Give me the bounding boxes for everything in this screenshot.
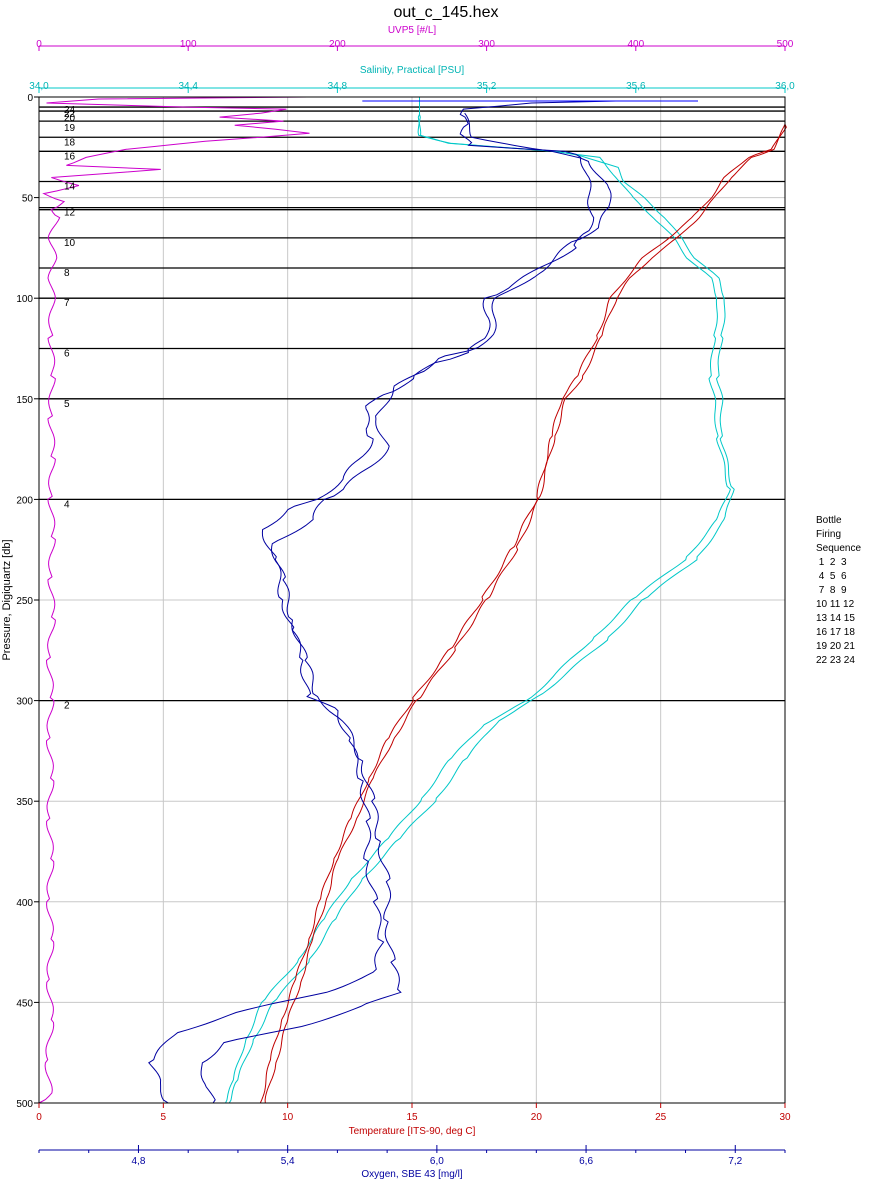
series-temperature-line	[259, 97, 787, 1104]
legend-line: Bottle	[816, 515, 842, 526]
y-tick-label: 100	[16, 294, 33, 305]
bottle-label: 7	[64, 298, 70, 309]
y-tick-label: 350	[16, 797, 33, 808]
legend-line: Firing	[816, 529, 842, 540]
legend-line: 1 2 3	[816, 557, 847, 568]
y-tick-label: 500	[16, 1099, 33, 1110]
series-salinity-line	[225, 97, 731, 1104]
salinity-tick-label: 34,4	[178, 81, 198, 92]
bottle-firing-legend: Bottle Firing Sequence 1 2 3 4 5 6 7 8 9 10…	[816, 514, 861, 668]
temperature-tick-label: 15	[406, 1112, 418, 1123]
uvp-tick-label: 200	[329, 39, 346, 50]
bottle-label: 19	[64, 123, 76, 134]
salinity-tick-label: 36,0	[775, 81, 795, 92]
temperature-tick-label: 5	[161, 1112, 167, 1123]
bottle-label: 12	[64, 208, 76, 219]
bottle-label: 10	[64, 238, 76, 249]
bottle-label: 16	[64, 151, 76, 162]
series-temperature-line	[264, 97, 786, 1104]
temperature-tick-label: 25	[655, 1112, 667, 1123]
legend-line: 13 14 15	[816, 613, 855, 624]
oxygen-tick-label: 5,4	[281, 1156, 295, 1167]
temperature-tick-label: 0	[36, 1112, 42, 1123]
bottle-label: 20	[64, 113, 76, 124]
y-tick-label: 200	[16, 495, 33, 506]
bottle-firing-lines	[39, 106, 785, 702]
y-tick-label: 400	[16, 898, 33, 909]
oxygen-tick-label: 7,2	[728, 1156, 742, 1167]
bottle-label: 8	[64, 268, 70, 279]
data-series	[38, 96, 787, 1104]
bottle-label: 2	[64, 701, 70, 712]
legend-line: 22 23 24	[816, 655, 855, 666]
oxygen-axis-title: Oxygen, SBE 43 [mg/l]	[361, 1169, 462, 1180]
legend-line: Sequence	[816, 543, 862, 554]
oxygen-tick-label: 4,8	[132, 1156, 146, 1167]
uvp-tick-label: 400	[627, 39, 644, 50]
salinity-tick-label: 34,0	[29, 81, 49, 92]
uvp-axis-title: UVP5 [#/L]	[388, 25, 437, 36]
bottle-label: 18	[64, 137, 76, 148]
temperature-tick-label: 20	[531, 1112, 543, 1123]
pressure-axis-title: Pressure, Digiquartz [db]	[1, 539, 13, 660]
salinity-tick-label: 35,6	[626, 81, 646, 92]
legend-line: 16 17 18	[816, 627, 855, 638]
uvp-tick-label: 100	[180, 39, 197, 50]
series-salinity-line	[228, 97, 735, 1104]
uvp-tick-label: 500	[777, 39, 794, 50]
series-oxygen-line	[200, 112, 612, 1104]
y-tick-label: 250	[16, 596, 33, 607]
y-tick-label: 150	[16, 395, 33, 406]
temperature-tick-label: 30	[779, 1112, 791, 1123]
oxygen-tick-label: 6,0	[430, 1156, 444, 1167]
y-tick-label: 50	[22, 194, 34, 205]
y-tick-label: 300	[16, 697, 33, 708]
uvp-tick-label: 300	[478, 39, 495, 50]
bottle-label: 14	[64, 182, 76, 193]
salinity-tick-label: 35,2	[477, 81, 497, 92]
bottle-label: 6	[64, 349, 70, 360]
bottle-label: 22	[64, 109, 76, 120]
uvp-tick-label: 0	[36, 39, 42, 50]
bottle-label: 4	[64, 499, 70, 510]
bottle-label: 5	[64, 399, 70, 410]
bottle-label: 24	[64, 105, 76, 116]
legend-line: 10 11 12	[816, 599, 855, 610]
temperature-tick-label: 10	[282, 1112, 294, 1123]
series-oxygen-line	[148, 100, 616, 1104]
legend-line: 19 20 21	[816, 641, 855, 652]
grid-lines	[38, 96, 786, 1104]
salinity-tick-label: 34,8	[328, 81, 348, 92]
y-tick-label: 450	[16, 998, 33, 1009]
chart-title: out_c_145.hex	[394, 4, 499, 21]
temperature-axis-title: Temperature [ITS-90, deg C]	[349, 1126, 476, 1137]
series-uvp-line	[38, 96, 310, 1104]
legend-line: 4 5 6	[816, 571, 847, 582]
y-tick-label: 0	[27, 93, 33, 104]
salinity-axis-title: Salinity, Practical [PSU]	[360, 65, 465, 76]
legend-line: 7 8 9	[816, 585, 847, 596]
oxygen-tick-label: 6,6	[579, 1156, 593, 1167]
